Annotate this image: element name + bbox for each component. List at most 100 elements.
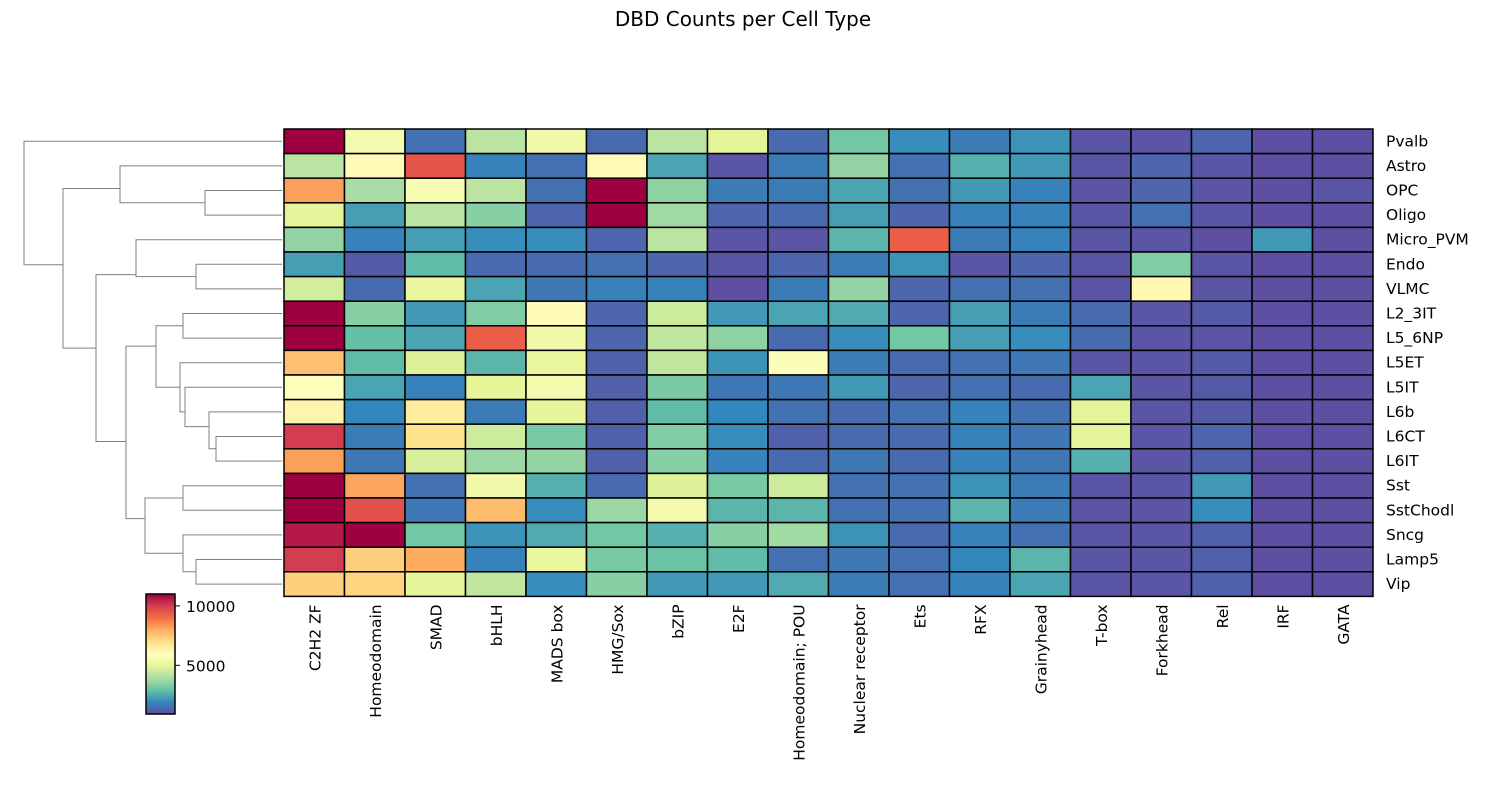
heatmap-cell — [283, 128, 346, 155]
heatmap-cell — [343, 226, 406, 253]
heatmap-cell — [646, 571, 709, 598]
dendrogram-link — [182, 534, 282, 573]
heatmap-cell — [1311, 251, 1374, 278]
heatmap-cell — [948, 521, 1011, 548]
heatmap-cell — [343, 325, 406, 352]
heatmap-cell — [585, 202, 648, 229]
heatmap-cell — [1069, 398, 1132, 425]
heatmap-cell — [525, 152, 588, 179]
heatmap-cell — [827, 546, 890, 573]
heatmap-cell — [343, 349, 406, 376]
heatmap-cell — [948, 448, 1011, 475]
heatmap-cell — [343, 546, 406, 573]
heatmap-cell — [888, 448, 951, 475]
heatmap-cell — [646, 521, 709, 548]
heatmap-cell — [1251, 472, 1314, 499]
heatmap-cell — [706, 325, 769, 352]
heatmap-cell — [646, 423, 709, 450]
heatmap-cell — [343, 448, 406, 475]
column-label: Nuclear receptor — [851, 604, 869, 735]
heatmap-cell — [1311, 202, 1374, 229]
heatmap-cell — [585, 472, 648, 499]
row-label: OPC — [1386, 182, 1418, 200]
heatmap-cell — [1130, 497, 1193, 524]
heatmap-cell — [827, 423, 890, 450]
heatmap-cell — [404, 472, 467, 499]
heatmap-cell — [585, 546, 648, 573]
column-label: IRF — [1274, 604, 1292, 628]
heatmap-cell — [827, 472, 890, 499]
heatmap-cell — [1069, 152, 1132, 179]
heatmap-cell — [1311, 521, 1374, 548]
row-label: L2_3IT — [1386, 305, 1437, 324]
heatmap-cell — [888, 325, 951, 352]
heatmap-cell — [404, 251, 467, 278]
heatmap-cell — [1190, 275, 1253, 302]
heatmap-cell — [1009, 325, 1072, 352]
column-label: GATA — [1335, 604, 1353, 645]
row-label: L6CT — [1386, 428, 1425, 446]
heatmap-cell — [1130, 546, 1193, 573]
heatmap-cell — [1130, 152, 1193, 179]
heatmap-cell — [1009, 571, 1072, 598]
column-label: HMG/Sox — [609, 604, 627, 674]
row-label: L5ET — [1386, 354, 1424, 372]
heatmap-cell — [1190, 374, 1253, 401]
heatmap-cell — [525, 497, 588, 524]
heatmap-cell — [283, 177, 346, 204]
heatmap-cell — [767, 398, 830, 425]
heatmap-cell — [343, 472, 406, 499]
heatmap-cell — [585, 226, 648, 253]
heatmap-cell — [706, 275, 769, 302]
dendrogram-link — [95, 274, 136, 442]
heatmap-cell — [1311, 497, 1374, 524]
heatmap-cell — [464, 251, 527, 278]
heatmap-cell — [343, 521, 406, 548]
heatmap-cell — [1069, 128, 1132, 155]
dendrogram-link — [125, 345, 156, 520]
heatmap-cell — [343, 571, 406, 598]
row-label: Lamp5 — [1386, 551, 1439, 569]
row-label: Endo — [1386, 255, 1425, 273]
heatmap-cell — [464, 374, 527, 401]
heatmap-cell — [585, 251, 648, 278]
heatmap-cell — [464, 325, 527, 352]
heatmap-cell — [1190, 152, 1253, 179]
heatmap-cell — [1009, 521, 1072, 548]
heatmap-cell — [1069, 202, 1132, 229]
heatmap-cell — [1009, 202, 1072, 229]
heatmap-cell — [404, 546, 467, 573]
heatmap-cell — [404, 325, 467, 352]
heatmap-cell — [343, 423, 406, 450]
heatmap-cell — [827, 177, 890, 204]
heatmap-cell — [827, 497, 890, 524]
heatmap-cell — [585, 300, 648, 327]
row-label: Vip — [1386, 575, 1410, 593]
heatmap-cell — [888, 423, 951, 450]
heatmap-cell — [1190, 349, 1253, 376]
heatmap-cell — [827, 325, 890, 352]
heatmap-cell — [525, 423, 588, 450]
heatmap-cell — [1251, 497, 1314, 524]
column-label: Ets — [911, 604, 929, 628]
heatmap-cell — [283, 325, 346, 352]
heatmap-cell — [1009, 448, 1072, 475]
heatmap-cell — [1190, 226, 1253, 253]
heatmap-cell — [525, 571, 588, 598]
heatmap-cell — [283, 374, 346, 401]
heatmap-cell — [525, 128, 588, 155]
heatmap-cell — [888, 571, 951, 598]
row-label: Micro_PVM — [1386, 231, 1469, 250]
row-label: VLMC — [1386, 280, 1429, 298]
heatmap-cell — [1311, 325, 1374, 352]
heatmap-cell — [827, 275, 890, 302]
heatmap-cell — [404, 398, 467, 425]
dendrogram-link — [195, 559, 282, 585]
dendrogram-link — [215, 436, 282, 462]
heatmap-cell — [525, 300, 588, 327]
heatmap-cell — [1009, 472, 1072, 499]
row-dendrogram — [23, 140, 282, 585]
heatmap-cell — [706, 571, 769, 598]
row-labels: Pvalb Astro OPC Oligo Micro_PVM Endo VLMC L2_3I… — [1386, 132, 1469, 593]
